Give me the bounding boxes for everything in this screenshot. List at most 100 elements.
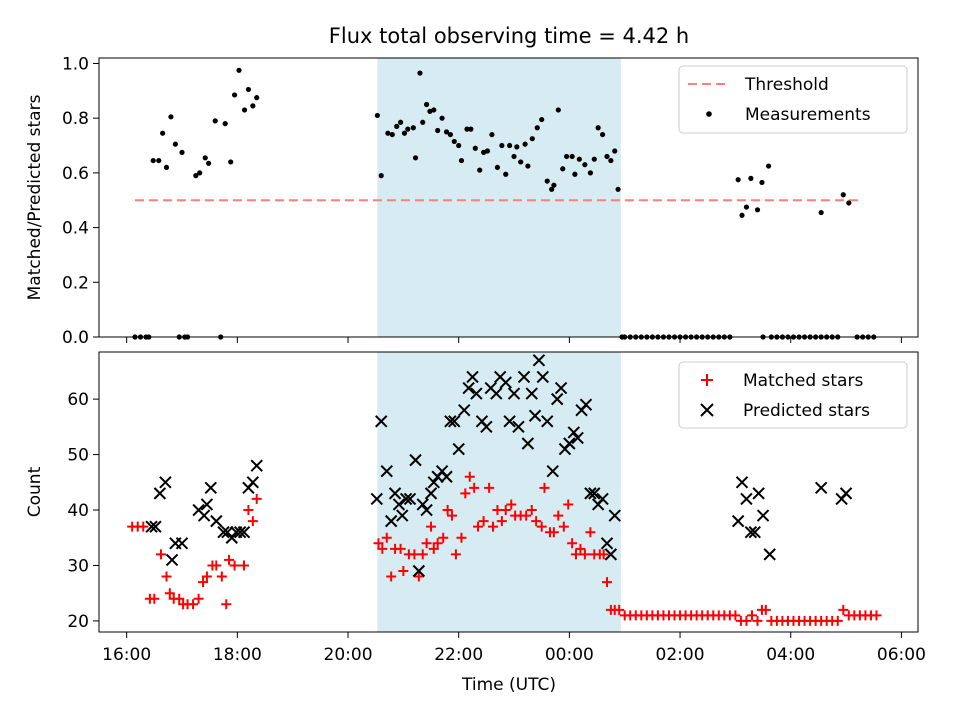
predicted-star-point — [600, 537, 614, 550]
legend-box — [678, 65, 908, 134]
measurement-point — [412, 155, 419, 161]
matched-star-point — [730, 610, 741, 621]
matched-star-point — [469, 482, 480, 493]
predicted-star-point — [403, 492, 417, 506]
measurement-point — [228, 159, 234, 165]
measurement-point — [435, 127, 441, 134]
count-panel-frame — [98, 351, 919, 633]
measurement-point — [754, 207, 761, 213]
x-axis-ticks: 16:00 18:00 20:00 22:00 00:00 02:00 04:00 06:00 — [102, 632, 926, 665]
matched-star-point — [421, 538, 432, 549]
predicted-star-point — [763, 548, 776, 561]
matched-star-point — [164, 588, 175, 599]
matched-star-point — [548, 527, 559, 538]
measurement-point — [443, 129, 450, 135]
predicted-star-point — [145, 520, 158, 533]
predicted-star-point — [396, 509, 409, 522]
matched-star-point — [155, 549, 166, 560]
measurement-point — [197, 170, 203, 176]
measurement-point — [179, 149, 185, 155]
measurement-point — [250, 103, 256, 109]
legend-measurements-label: Measurements — [745, 105, 871, 125]
matched-star-point — [377, 543, 388, 554]
predicted-star-point — [427, 476, 441, 489]
legend-matched-label: Matched stars — [743, 371, 863, 391]
measurement-point — [245, 86, 252, 93]
matched-star-point — [238, 560, 249, 571]
measurement-point — [560, 166, 566, 172]
matched-star-point — [229, 560, 240, 571]
y-tick-label: 40 — [67, 501, 89, 521]
matched-star-point — [398, 566, 409, 577]
measurement-point — [840, 192, 846, 198]
predicted-star-point — [735, 476, 749, 489]
measurement-point — [494, 164, 501, 171]
measurement-point — [447, 131, 453, 138]
measurement-point — [539, 116, 545, 123]
x-axis-label: Time (UTC) — [461, 675, 556, 695]
predicted-star-point — [503, 415, 516, 428]
predicted-star-point — [608, 509, 621, 522]
measurement-point — [472, 145, 478, 151]
matched-star-point — [602, 577, 613, 588]
measurement-point — [222, 121, 228, 127]
predicted-star-point — [740, 492, 753, 506]
measurement-point — [424, 101, 430, 108]
legend-box — [678, 361, 908, 429]
matched-star-point — [752, 615, 763, 626]
predicted-star-point — [567, 426, 581, 439]
legend-count: Matched stars Predicted stars — [678, 361, 908, 429]
matched-star-point — [484, 482, 495, 493]
measurement-point — [511, 153, 517, 160]
predicted-star-point — [458, 404, 471, 417]
predicted-star-point — [528, 409, 542, 422]
matched-star-point — [526, 505, 537, 516]
measurement-point — [765, 163, 772, 169]
predicted-star-point — [388, 487, 402, 500]
predicted-star-point — [200, 498, 214, 511]
measurement-point — [458, 157, 465, 164]
predicted-star-point — [536, 370, 550, 384]
measurement-point — [587, 170, 594, 176]
measurement-point — [576, 156, 582, 162]
predicted-star-point — [512, 420, 525, 434]
measurement-point — [212, 118, 218, 124]
predicted-star-point — [480, 420, 493, 434]
measurement-point — [205, 160, 212, 166]
ratio-panel-frame — [98, 57, 919, 338]
x-tick-label: 02:00 — [656, 645, 705, 665]
predicted-star-point — [490, 387, 503, 400]
matched-star-point — [161, 571, 172, 582]
count-panel: 20 30 40 50 60 16:00 18:00 20:00 22:00 00:00 02:0… — [25, 351, 926, 695]
matched-star-point — [871, 610, 882, 621]
matched-star-point — [149, 593, 160, 604]
matched-star-point — [838, 604, 849, 615]
measurement-point — [150, 157, 156, 164]
measurement-point — [608, 157, 614, 164]
count-points — [127, 354, 882, 626]
predicted-star-point — [584, 487, 597, 500]
measurement-point — [743, 204, 750, 210]
observing-window-shade — [377, 58, 621, 337]
measurement-point — [477, 167, 483, 173]
chart-title: Flux total observing time = 4.42 h — [329, 24, 689, 48]
measurement-point — [156, 157, 162, 164]
matched-star-point — [473, 521, 484, 532]
matched-star-point — [496, 516, 507, 527]
measurement-point — [484, 148, 491, 154]
measurement-point — [551, 182, 557, 188]
matched-star-point — [247, 516, 258, 527]
x-tick-label: 20:00 — [324, 645, 373, 665]
measurement-point — [507, 142, 513, 149]
predicted-star-point — [604, 548, 618, 561]
predicted-star-point — [409, 453, 422, 467]
matched-star-point — [614, 604, 625, 615]
predicted-star-point — [517, 370, 531, 384]
measurement-point — [759, 179, 765, 186]
matched-star-point — [460, 488, 471, 499]
matched-star-point — [450, 549, 461, 560]
matched-star-point — [575, 543, 586, 554]
y-tick-label: 50 — [67, 446, 89, 466]
matched-star-point — [201, 571, 212, 582]
